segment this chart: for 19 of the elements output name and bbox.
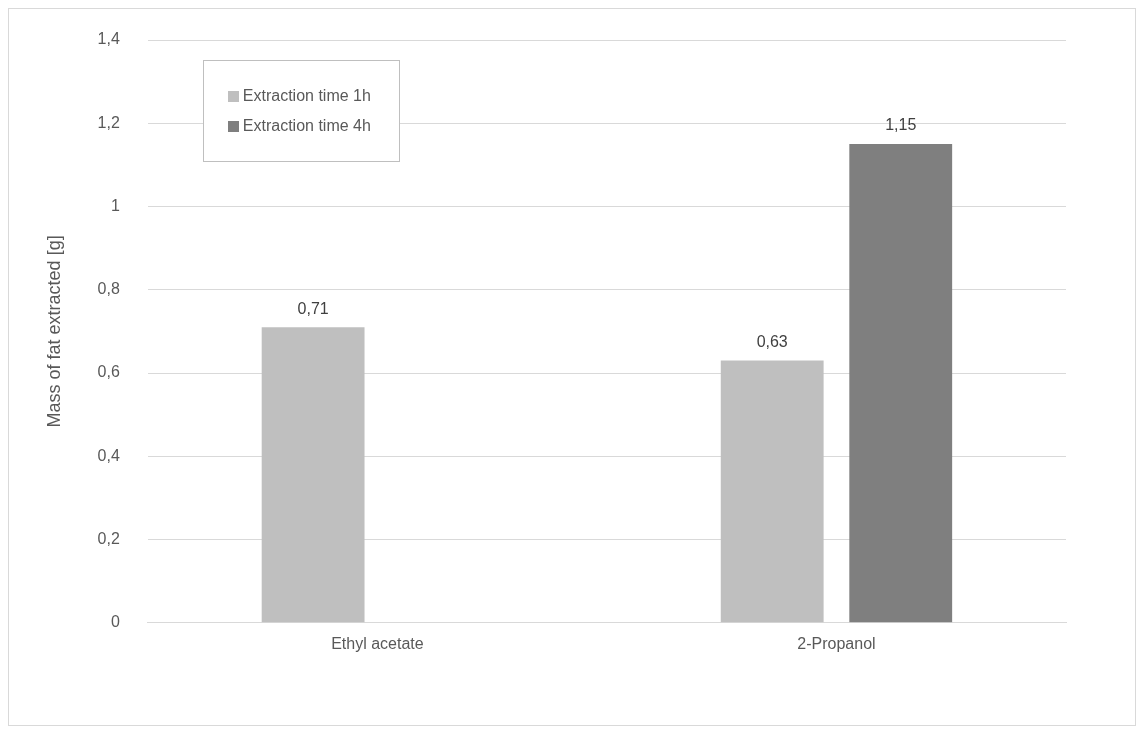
- y-tick-label: 0,2: [97, 529, 120, 547]
- y-tick-label: 0,8: [97, 280, 120, 298]
- y-tick-label: 0: [110, 613, 120, 631]
- data-label: 0,63: [756, 332, 788, 350]
- y-tick-label: 0,4: [97, 446, 120, 464]
- data-label: 1,15: [885, 116, 917, 134]
- y-tick-label: 0,6: [97, 363, 120, 381]
- bar: [261, 327, 365, 623]
- legend-label: Extraction time 4h: [242, 117, 371, 135]
- y-tick-label: 1: [110, 196, 120, 214]
- bar: [849, 144, 953, 623]
- y-tick-label: 1,2: [97, 113, 120, 131]
- x-tick-label: Ethyl acetate: [331, 634, 424, 652]
- x-tick-label: 2-Propanol: [797, 634, 876, 652]
- y-axis-title: Mass of fat extracted [g]: [43, 235, 64, 428]
- data-label: 0,71: [297, 299, 329, 317]
- y-tick-label: 1,4: [97, 30, 120, 48]
- bar: [720, 360, 824, 623]
- legend-label: Extraction time 1h: [242, 87, 371, 105]
